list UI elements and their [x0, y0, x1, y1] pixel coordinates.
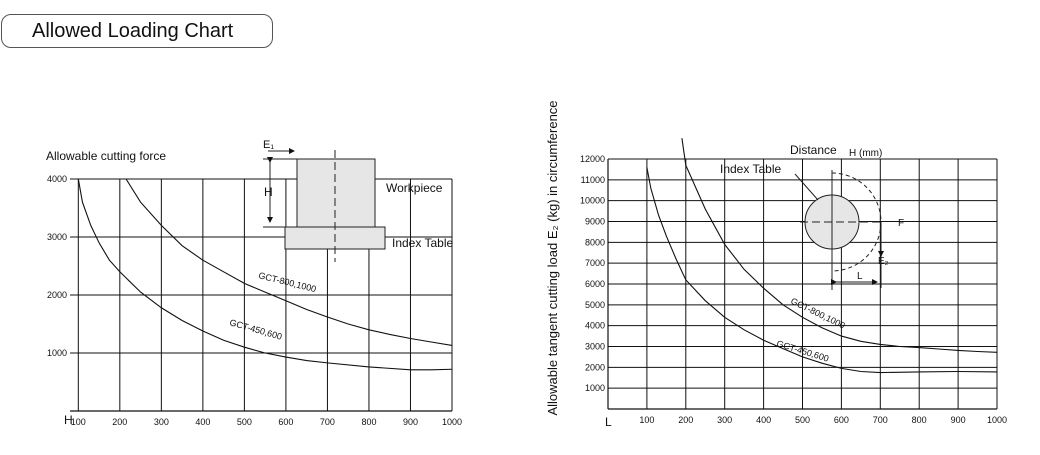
x-tick-label: 200	[112, 417, 127, 427]
y-tick-label: 7000	[585, 258, 605, 268]
l-label: L	[857, 271, 863, 282]
index-table-label-right: Index Table	[720, 162, 781, 176]
x-tick-label: 800	[912, 415, 927, 425]
y-tick-label: 9000	[585, 217, 605, 227]
x-tick-label: 100	[639, 415, 654, 425]
x-tick-label: 600	[834, 415, 849, 425]
y-tick-label: 6000	[585, 279, 605, 289]
x-tick-label: 700	[873, 415, 888, 425]
workpiece-label: Workpiece	[386, 181, 443, 195]
y-tick-label: 2000	[585, 362, 605, 372]
y-tick-label: 11000	[581, 175, 605, 185]
y-tick-label: 3000	[47, 232, 67, 242]
chart-right: 1000 2000 3000 4000 5000 6000 7000 8000 9000 1000…	[545, 100, 1007, 429]
x-tick-label: 1000	[987, 415, 1007, 425]
series-label: GCT-800,1000	[258, 270, 318, 294]
x-tick-label: 300	[154, 417, 169, 427]
y-tick-label: 1000	[585, 383, 605, 393]
x-tick-label: 1000	[442, 417, 462, 427]
x-axis-title: L	[605, 415, 612, 429]
y-tick-label: 3000	[585, 342, 605, 352]
x-tick-label: 900	[403, 417, 418, 427]
table-distance-diagram: Distance H (mm) Index Table F E₂ L	[720, 143, 904, 290]
y-tick-label: 4000	[585, 321, 605, 331]
distance-label: Distance	[790, 143, 837, 157]
index-table-label-left: Index Table	[392, 236, 453, 250]
y-tick-label: 5000	[585, 300, 605, 310]
x-tick-label: 500	[795, 415, 810, 425]
y-tick-label: 12000	[580, 154, 605, 164]
series-line-gct-450-600	[646, 167, 998, 374]
x-tick-label: 100	[71, 417, 86, 427]
h-unit-label: H (mm)	[849, 148, 882, 159]
x-tick-label: 200	[678, 415, 693, 425]
x-tick-label: 300	[717, 415, 732, 425]
series-line-gct-800-1000	[125, 178, 453, 347]
series-label: GCT-450,600	[228, 317, 283, 342]
x-tick-label: 400	[195, 417, 210, 427]
h-label: H	[264, 185, 273, 199]
f-label: F	[898, 218, 904, 229]
workpiece-diagram: E₁ H Workpiece Index Table	[263, 139, 453, 262]
series-line-gct-800-1000	[681, 138, 998, 353]
workpiece-block	[296, 158, 376, 228]
page-title: Allowed Loading Chart	[1, 14, 273, 48]
index-table-leader	[794, 173, 819, 201]
series-line-gct-450-600	[77, 178, 453, 371]
e1-label: E₁	[263, 139, 274, 151]
x-tick-label: 600	[278, 417, 293, 427]
y-tick-label: 1000	[47, 348, 67, 358]
y-axis-title: Allowable cutting force	[46, 149, 166, 163]
e2-label: E₂	[878, 256, 889, 267]
y-tick-label: 8000	[585, 237, 605, 247]
x-tick-label: 800	[361, 417, 376, 427]
y-axis-title: Allowable tangent cutting load E₂ (kg) i…	[545, 100, 560, 415]
x-tick-label: 400	[756, 415, 771, 425]
distance-arc	[831, 172, 882, 272]
x-axis-title: H	[64, 413, 73, 427]
y-tick-label: 4000	[47, 174, 67, 184]
y-tick-label: 10000	[580, 196, 605, 206]
x-tick-label: 900	[951, 415, 966, 425]
x-tick-label: 700	[320, 417, 335, 427]
x-tick-label: 500	[237, 417, 252, 427]
y-tick-label: 2000	[47, 290, 67, 300]
